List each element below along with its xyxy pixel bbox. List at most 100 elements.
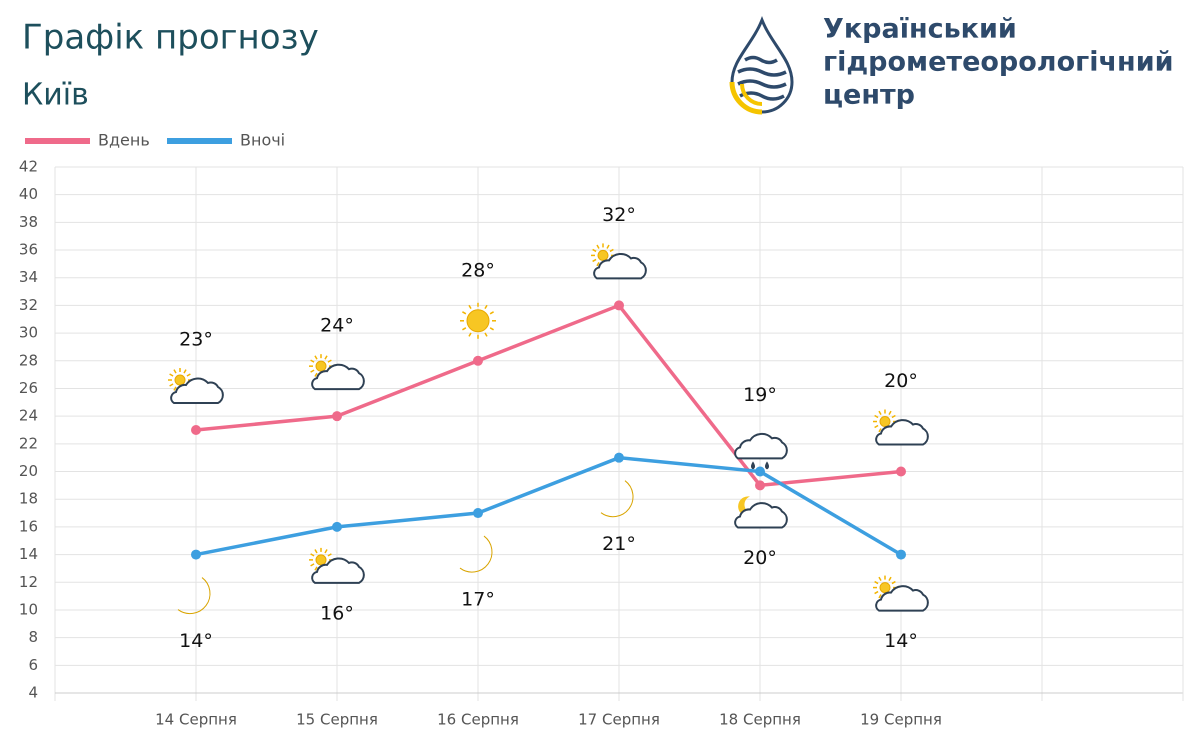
logo-line: гідрометеорологічний: [823, 47, 1174, 78]
sun: [466, 309, 490, 333]
cloud: [170, 377, 224, 404]
x-tick-label: 17 Серпня: [578, 711, 660, 729]
sun-ray: [874, 590, 879, 595]
sun-ray: [592, 248, 597, 253]
x-tick-label: 14 Серпня: [155, 711, 237, 729]
sun-ray: [314, 549, 318, 554]
sun-ray: [462, 327, 467, 331]
weather-icon: [873, 575, 929, 612]
sun-ray: [891, 414, 896, 419]
cloud: [311, 557, 365, 584]
point: [896, 466, 906, 477]
sun-ray: [878, 594, 882, 599]
moon: [600, 480, 634, 518]
sun-ray: [310, 553, 315, 557]
point: [332, 521, 342, 532]
sun-ray: [324, 549, 328, 554]
sun-ray: [878, 428, 882, 433]
point: [473, 355, 483, 366]
point: [614, 452, 624, 463]
sun-ray: [468, 332, 472, 337]
legend-label: Вдень: [98, 131, 150, 150]
sun: [315, 554, 327, 566]
sun-ray: [891, 580, 896, 585]
sun-ray: [314, 372, 318, 377]
moon: [177, 577, 211, 614]
cloud: [593, 252, 647, 280]
weather-icon: [600, 480, 634, 518]
point: [896, 549, 906, 560]
sun-ray: [609, 248, 614, 253]
x-tick-label: 15 Серпня: [296, 711, 378, 729]
y-tick-label: 32: [19, 296, 38, 314]
weather-icon: [309, 354, 365, 391]
y-tick-label: 26: [19, 379, 38, 397]
y-tick-label: 30: [19, 324, 38, 342]
point: [755, 466, 765, 477]
sun-ray: [468, 304, 472, 310]
value-label: 21°: [602, 533, 636, 555]
sun: [597, 249, 609, 261]
point: [755, 480, 765, 491]
sun-ray: [327, 553, 332, 557]
value-label: 23°: [179, 329, 213, 351]
sun-ray: [489, 311, 494, 315]
y-tick-label: 4: [28, 684, 38, 702]
weather-icon: [873, 409, 929, 446]
y-tick-label: 36: [19, 241, 38, 259]
y-tick-label: 38: [19, 213, 38, 231]
weather-icon: [734, 432, 788, 470]
sun-ray: [173, 369, 177, 374]
y-tick-label: 42: [19, 158, 38, 176]
sun-ray: [314, 566, 318, 571]
y-tick-label: 22: [19, 434, 38, 452]
cloud: [311, 363, 365, 391]
y-tick-label: 8: [28, 628, 38, 646]
value-label: 16°: [320, 602, 354, 624]
drops: [751, 461, 769, 470]
point: [191, 425, 201, 435]
sun-ray: [484, 332, 488, 337]
x-tick-label: 16 Серпня: [437, 711, 519, 729]
sun-ray: [878, 410, 882, 415]
series-line: [195, 455, 902, 557]
logo-icon: [729, 15, 794, 115]
sun-ray: [173, 386, 177, 391]
weather-icon: [168, 368, 224, 404]
sun-ray: [606, 244, 610, 249]
weather-icon: [460, 302, 496, 339]
sun-ray: [183, 369, 187, 374]
y-tick-label: 24: [19, 407, 38, 425]
sun-ray: [324, 355, 328, 360]
sun-ray: [592, 258, 597, 263]
sun-ray: [888, 410, 892, 415]
sun-ray: [169, 373, 174, 377]
value-label: 17°: [461, 589, 495, 611]
y-tick-label: 14: [19, 545, 38, 563]
y-tick-label: 6: [28, 656, 38, 674]
y-tick-label: 16: [19, 517, 38, 535]
sun-ray: [310, 359, 315, 363]
sun-ray: [310, 369, 315, 373]
logo-line: Український: [823, 14, 1017, 45]
sun-ray: [169, 383, 174, 387]
sun-ray: [878, 576, 882, 582]
sun: [174, 374, 186, 386]
value-label: 32°: [602, 204, 636, 226]
y-tick-label: 20: [19, 462, 38, 480]
weather-icon: [591, 243, 647, 280]
moon: [459, 535, 493, 573]
y-tick-label: 40: [19, 185, 38, 203]
point: [473, 508, 483, 519]
y-tick-label: 34: [19, 268, 38, 286]
point: [191, 549, 201, 560]
sun-ray: [462, 311, 467, 315]
value-label: 28°: [461, 259, 495, 281]
value-label: 19°: [743, 384, 777, 406]
sun-ray: [310, 563, 315, 567]
value-label: 24°: [320, 315, 354, 337]
sun-ray: [489, 327, 494, 331]
weather-icon: [309, 547, 365, 584]
